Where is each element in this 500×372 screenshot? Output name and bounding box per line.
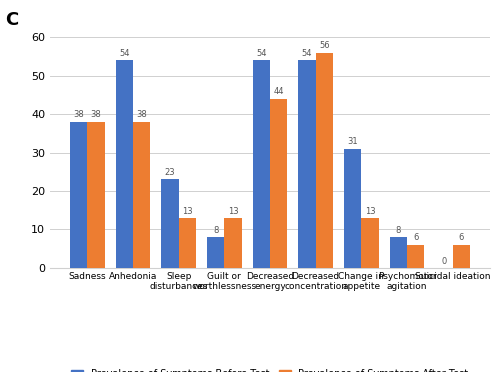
Text: 23: 23 xyxy=(164,168,175,177)
Text: 56: 56 xyxy=(319,41,330,50)
Bar xyxy=(178,218,196,268)
Bar xyxy=(362,218,378,268)
Text: 6: 6 xyxy=(458,234,464,243)
Text: 13: 13 xyxy=(182,206,192,215)
Bar xyxy=(298,60,316,268)
Bar xyxy=(452,245,470,268)
Bar xyxy=(252,60,270,268)
Bar xyxy=(88,122,104,268)
Bar xyxy=(162,179,178,268)
Text: 13: 13 xyxy=(364,206,376,215)
Bar xyxy=(390,237,407,268)
Bar xyxy=(133,122,150,268)
Text: 13: 13 xyxy=(228,206,238,215)
Text: 31: 31 xyxy=(348,137,358,146)
Bar xyxy=(116,60,133,268)
Text: 44: 44 xyxy=(274,87,284,96)
Text: 8: 8 xyxy=(396,226,401,235)
Text: 0: 0 xyxy=(442,257,446,266)
Bar xyxy=(224,218,242,268)
Text: 38: 38 xyxy=(90,110,102,119)
Bar xyxy=(270,99,287,268)
Bar xyxy=(207,237,224,268)
Text: 54: 54 xyxy=(256,49,266,58)
Text: 54: 54 xyxy=(302,49,312,58)
Text: 54: 54 xyxy=(119,49,130,58)
Text: 8: 8 xyxy=(213,226,218,235)
Text: 38: 38 xyxy=(74,110,84,119)
Bar xyxy=(70,122,87,268)
Text: 38: 38 xyxy=(136,110,147,119)
Bar xyxy=(407,245,424,268)
Legend: Prevalence of Symptoms Before Test, Prevalence of Symptoms After Test: Prevalence of Symptoms Before Test, Prev… xyxy=(68,365,472,372)
Bar xyxy=(316,52,333,268)
Bar xyxy=(344,149,362,268)
Text: 6: 6 xyxy=(413,234,418,243)
Text: C: C xyxy=(5,11,18,29)
